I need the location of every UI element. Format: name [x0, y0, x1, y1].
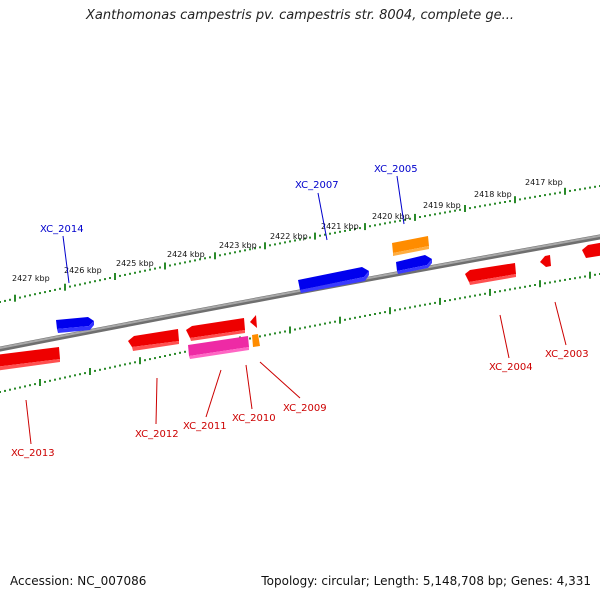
gene-xc2013[interactable]	[0, 347, 60, 371]
reverse-genes	[0, 242, 600, 371]
lower-scale-ticks	[0, 271, 600, 393]
gene-label[interactable]: XC_2011	[183, 421, 227, 432]
gene-label[interactable]: XC_2003	[545, 349, 589, 360]
scale-label: 2419 kbp	[423, 201, 461, 210]
gene-xc2009[interactable]	[252, 334, 260, 347]
gene-label[interactable]: XC_2007	[295, 180, 339, 191]
scale-label: 2418 kbp	[474, 190, 512, 199]
scale-label: 2423 kbp	[219, 241, 257, 250]
gene-xc2012[interactable]	[128, 329, 179, 351]
upper-scale-ticks	[0, 185, 600, 303]
scale-label: 2425 kbp	[116, 259, 154, 268]
genome-summary-text: Topology: circular; Length: 5,148,708 bp…	[261, 574, 591, 588]
gene-label[interactable]: XC_2013	[11, 448, 55, 459]
gene-label[interactable]: XC_2004	[489, 362, 533, 373]
scale-label: 2420 kbp	[372, 212, 410, 221]
gene-label[interactable]: XC_2010	[232, 413, 276, 424]
gene-label[interactable]: XC_2012	[135, 429, 179, 440]
scale-label: 2427 kbp	[12, 274, 50, 283]
scale-label: 2422 kbp	[270, 232, 308, 241]
gene-xc2011[interactable]	[188, 336, 249, 359]
gene-xc2003-b[interactable]	[582, 242, 600, 258]
gene-label[interactable]: XC_2014	[40, 224, 84, 235]
accession-text: Accession: NC_007086	[10, 574, 147, 588]
gene-label[interactable]: XC_2009	[283, 403, 327, 414]
gene-xc2010[interactable]	[250, 315, 257, 328]
gene-xc2007[interactable]	[298, 267, 369, 293]
map-title: Xanthomonas campestris pv. campestris st…	[86, 8, 514, 23]
scale-label: 2421 kbp	[321, 222, 359, 231]
gene-xc2005[interactable]	[392, 236, 429, 256]
scale-label: 2426 kbp	[64, 266, 102, 275]
scale-labels: 2427 kbp 2426 kbp 2425 kbp 2424 kbp 2423…	[12, 178, 563, 283]
gene-xc2011-upper[interactable]	[186, 318, 245, 341]
scale-label: 2424 kbp	[167, 250, 205, 259]
gene-label[interactable]: XC_2005	[374, 164, 418, 175]
gene-labels: XC_2014 XC_2007 XC_2005 XC_2013 XC_2012 …	[11, 164, 589, 459]
gene-xc2006[interactable]	[396, 255, 432, 274]
gene-xc2014[interactable]	[56, 317, 94, 333]
gene-xc2004[interactable]	[465, 263, 516, 285]
gene-xc2003-a[interactable]	[540, 255, 551, 267]
label-leader-lines	[25, 175, 567, 445]
forward-genes	[56, 236, 432, 333]
scale-label: 2417 kbp	[525, 178, 563, 187]
